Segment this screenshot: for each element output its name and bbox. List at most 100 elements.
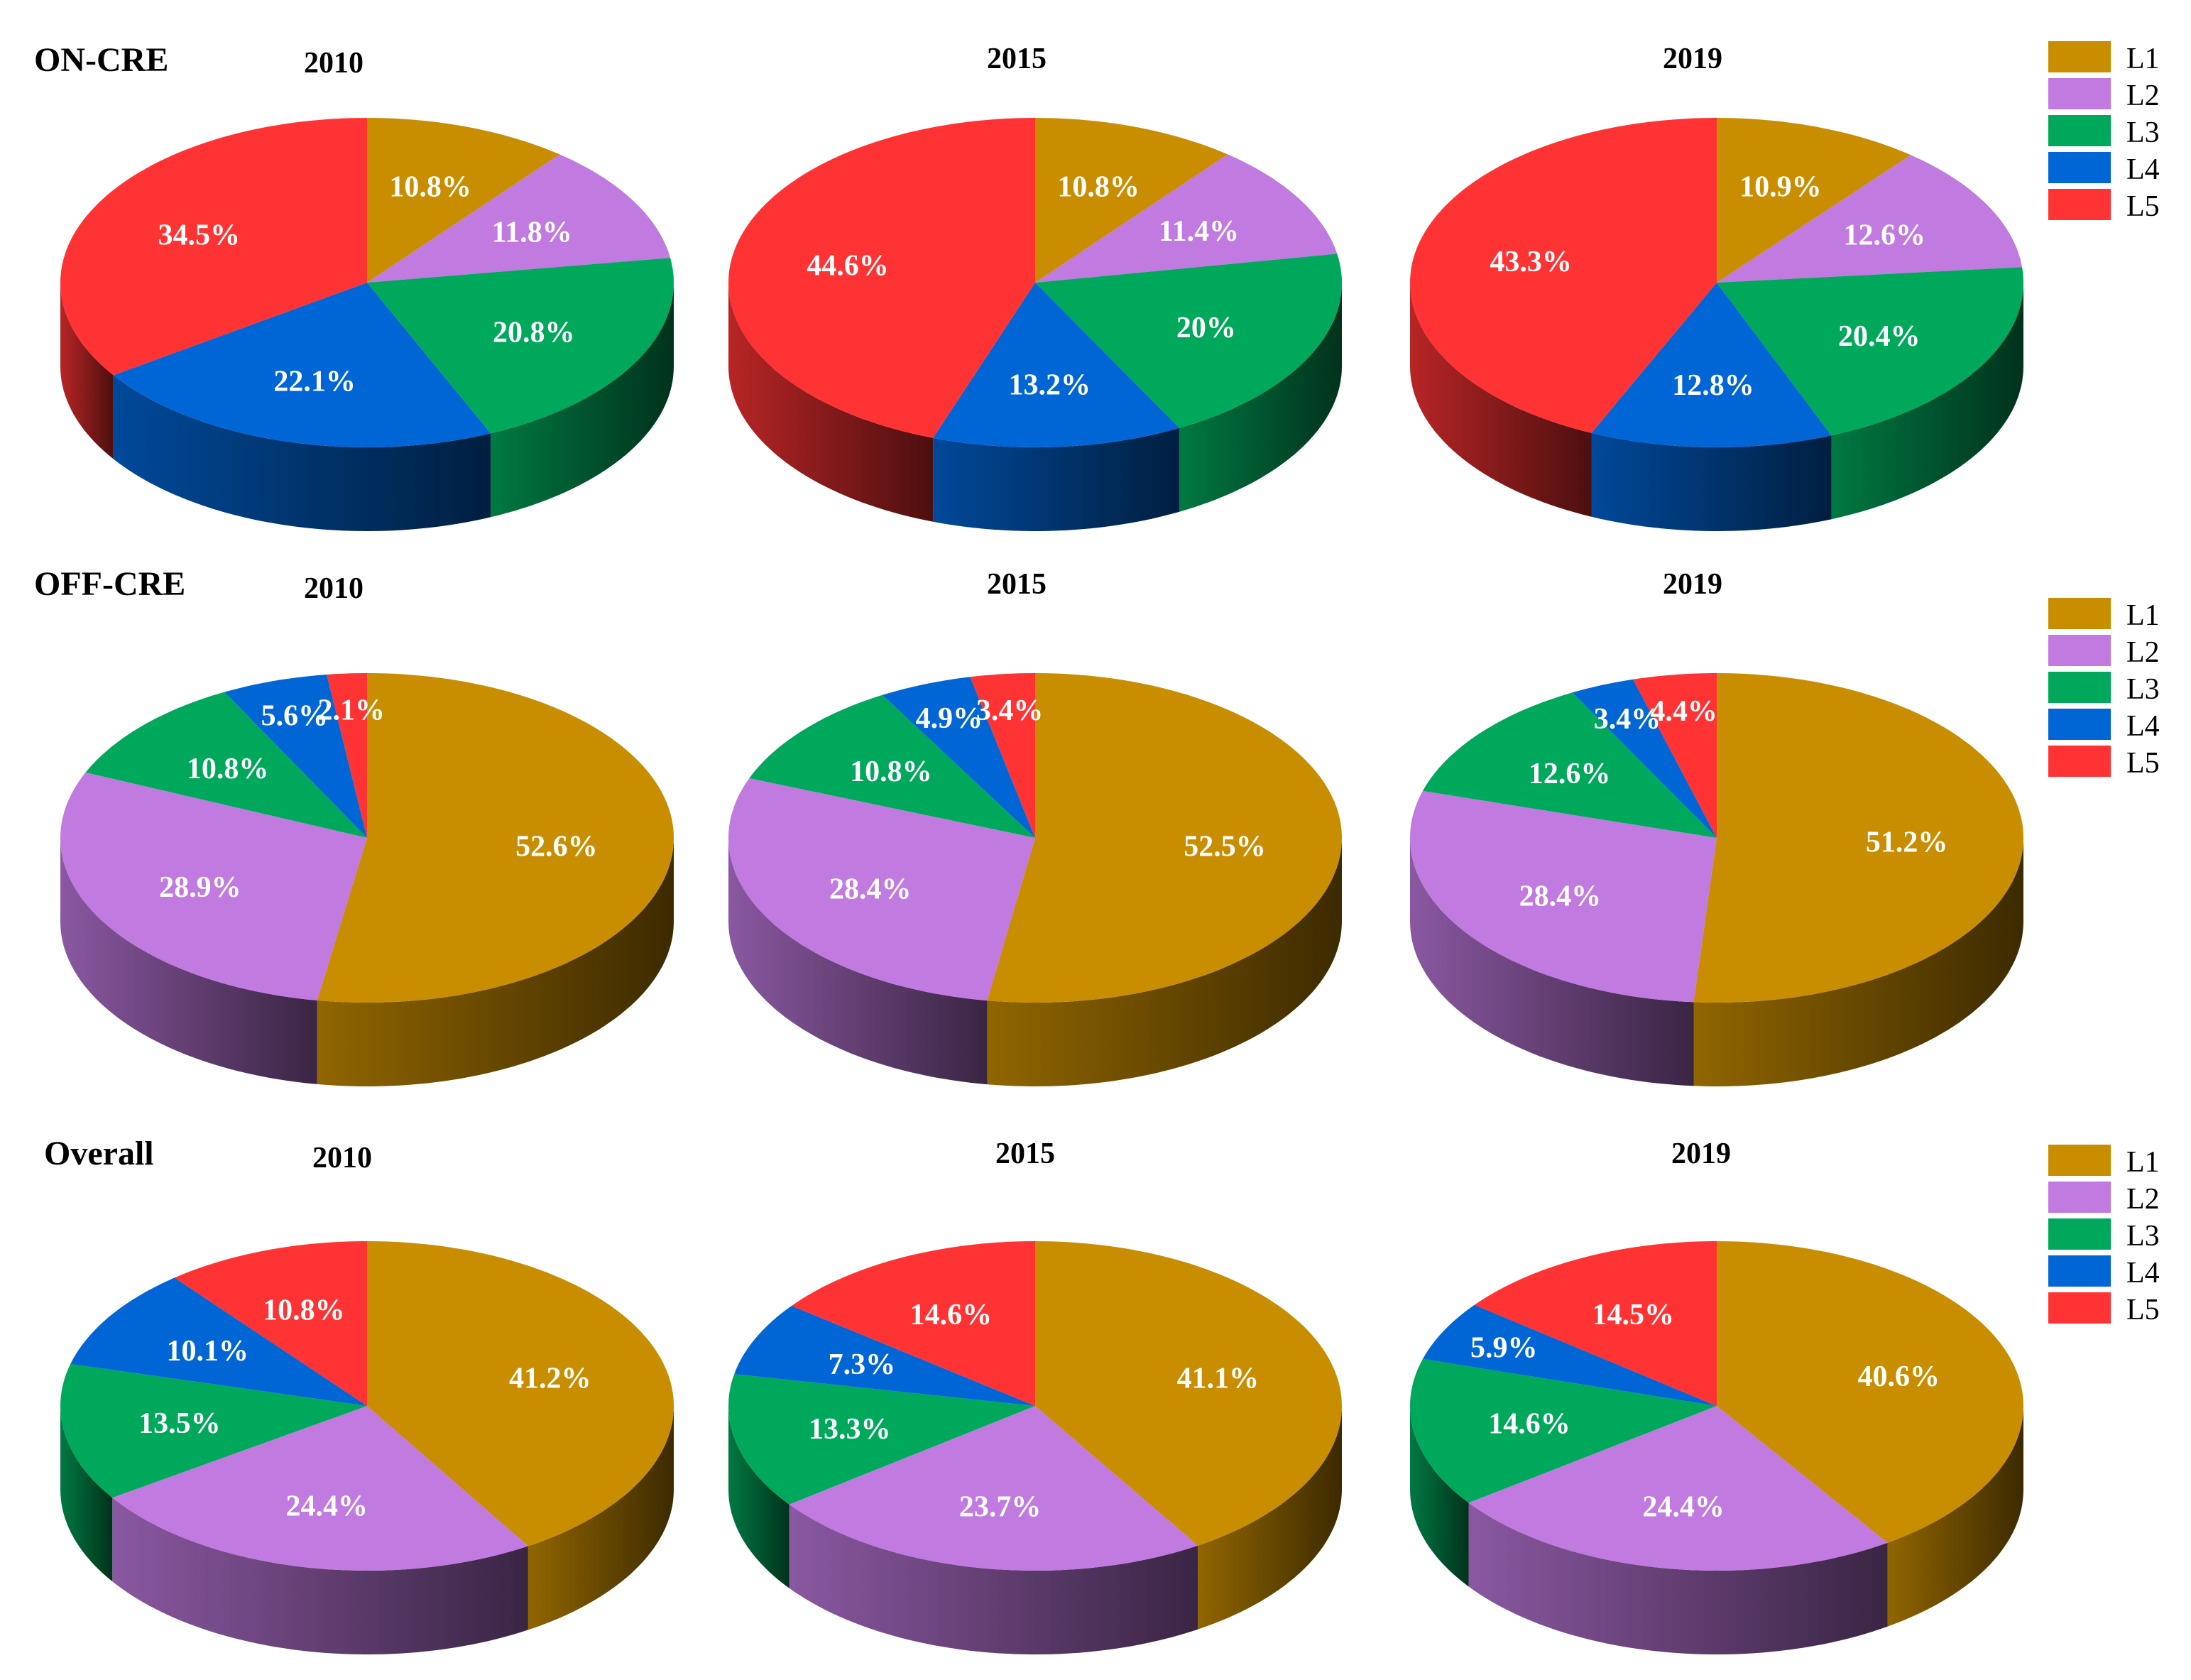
- legend-label-l3: L3: [2126, 1220, 2160, 1253]
- row-title-overall: Overall: [44, 1135, 154, 1172]
- legend-swatch-l3: [2048, 672, 2111, 703]
- pie-slice-l5: [60, 118, 367, 376]
- year-label-overall-2015: 2015: [995, 1138, 1055, 1170]
- pie-side-l4: [1591, 432, 1832, 531]
- slice-value-label-l4: 4.9%: [916, 702, 983, 735]
- slice-value-label-l3: 14.6%: [1488, 1407, 1570, 1440]
- pie-off-cre-2019: 51.2% 28.4% 12.6% 3.4%4.4%: [1410, 673, 2023, 1086]
- legend-label-l5: L5: [2126, 1294, 2160, 1326]
- pie-slice-l4: [933, 283, 1180, 447]
- slice-value-label-l1: 10.9%: [1739, 171, 1822, 204]
- slice-value-label-l2: 24.4%: [285, 1490, 368, 1523]
- pie-slice-l5: [792, 1241, 1035, 1406]
- legend-label-l5: L5: [2126, 747, 2160, 780]
- slice-value-label-l3: 12.6%: [1529, 758, 1611, 790]
- slice-value-label-l4: 5.9%: [1470, 1331, 1538, 1364]
- legend-label-l4: L4: [2126, 153, 2160, 186]
- year-label-off-cre-2019: 2019: [1663, 568, 1722, 601]
- pie-slice-l2: [1717, 155, 2023, 283]
- slice-value-label-l5: 43.3%: [1490, 246, 1572, 278]
- pie-slice-l2: [112, 1406, 528, 1571]
- legend-swatch-l2: [2048, 78, 2111, 109]
- slice-value-label-l1: 10.8%: [1057, 170, 1140, 203]
- pie-slice-l3: [1422, 692, 1717, 838]
- legend-on-cre: L1 L2 L3 L4 L5: [2048, 41, 2160, 223]
- row-title-on-cre: ON-CRE: [34, 41, 168, 79]
- pie-side-l1: [987, 838, 1342, 1086]
- year-label-overall-2010: 2010: [312, 1142, 372, 1174]
- pie-slice-l4: [1591, 283, 1832, 447]
- slice-value-label-l3: 13.3%: [809, 1413, 891, 1446]
- pie-slice-l1: [1717, 118, 1911, 283]
- slice-value-label-l5: 34.5%: [158, 219, 241, 252]
- row-title-off-cre: OFF-CRE: [34, 565, 185, 603]
- pie-slice-l3: [749, 694, 1035, 838]
- legend-label-l4: L4: [2126, 710, 2160, 743]
- pie-slice-l1: [987, 673, 1342, 1003]
- pie-on-cre-2010: 10.8% 11.8% 20.8% 22.1% 34.5%: [60, 118, 674, 531]
- slice-value-label-l2: 11.8%: [492, 216, 572, 249]
- pie-side-l5: [728, 283, 934, 522]
- slice-value-label-l4: 3.4%: [1594, 703, 1661, 736]
- pie-off-cre-2010: 52.6% 28.9% 10.8% 5.6%2.1%: [60, 673, 674, 1086]
- pie-side-l5: [1410, 283, 1592, 517]
- year-label-off-cre-2010: 2010: [304, 572, 364, 605]
- slice-value-label-l3: 13.5%: [138, 1407, 221, 1440]
- pie-slice-l5: [327, 673, 367, 838]
- slice-value-label-l2: 28.4%: [829, 873, 912, 906]
- pie-side-l4: [113, 375, 491, 531]
- legend-swatch-l4: [2048, 1255, 2111, 1287]
- pie-slice-l4: [224, 675, 367, 838]
- pie-side-l3: [1831, 283, 2023, 520]
- pie-slice-l2: [789, 1406, 1198, 1571]
- legend-overall: L1 L2 L3 L4 L5: [2048, 1145, 2160, 1326]
- pie-side-l3: [1179, 283, 1342, 512]
- pie-slice-l2: [1035, 154, 1338, 283]
- pie-slice-l3: [1035, 253, 1342, 428]
- pie-overall-2010: 41.2% 24.4% 13.5% 10.1% 10.8%: [60, 1241, 674, 1654]
- slice-value-label-l2: 28.4%: [1519, 880, 1602, 913]
- pie-slice-l4: [734, 1306, 1035, 1406]
- pie-slice-l3: [1717, 267, 2023, 436]
- pie-slice-l1: [1035, 1241, 1342, 1546]
- slice-value-label-l2: 28.9%: [159, 871, 241, 904]
- year-label-on-cre-2015: 2015: [987, 43, 1047, 75]
- legend-swatch-l4: [2048, 709, 2111, 740]
- pie-slice-l2: [728, 778, 1035, 1001]
- pie-side-l3: [60, 1406, 113, 1582]
- legend-swatch-l1: [2048, 1145, 2111, 1176]
- pie-side-l2: [1468, 1502, 1888, 1654]
- slice-value-label-l2: 23.7%: [959, 1490, 1042, 1523]
- slice-value-label-l3: 20%: [1176, 312, 1236, 344]
- pie-side-l1: [528, 1406, 674, 1630]
- legend-label-l3: L3: [2126, 116, 2160, 149]
- slice-value-label-l4: 5.6%: [261, 700, 329, 733]
- legend-swatch-l2: [2048, 635, 2111, 666]
- slice-value-label-l3: 10.8%: [187, 753, 269, 785]
- slice-value-label-l1: 41.1%: [1177, 1362, 1260, 1395]
- pie-slice-l2: [1468, 1406, 1888, 1571]
- row-overall: Overall 2010 2015 2019 41.2% 24.4% 13.5% 10…: [44, 1135, 2160, 1654]
- pie-side-l3: [728, 1406, 789, 1588]
- pie-slice-l1: [367, 118, 560, 283]
- legend-label-l2: L2: [2126, 636, 2160, 669]
- pie-slice-l4: [113, 283, 491, 447]
- slice-value-label-l1: 40.6%: [1857, 1360, 1940, 1393]
- pie-slice-l4: [882, 677, 1035, 838]
- legend-label-l2: L2: [2126, 80, 2160, 112]
- year-label-off-cre-2015: 2015: [987, 568, 1047, 601]
- pie-side-l1: [1198, 1406, 1342, 1630]
- slice-value-label-l1: 52.5%: [1184, 830, 1266, 863]
- slice-value-label-l1: 41.2%: [509, 1363, 591, 1395]
- legend-label-l3: L3: [2126, 673, 2160, 706]
- pie-side-l1: [1887, 1406, 2023, 1627]
- slice-value-label-l5: 2.1%: [318, 694, 386, 726]
- slice-value-label-l2: 11.4%: [1159, 215, 1239, 248]
- pie-side-l2: [60, 838, 317, 1084]
- legend-label-l1: L1: [2126, 599, 2160, 632]
- legend-label-l5: L5: [2126, 190, 2160, 223]
- pie-slice-l1: [1035, 118, 1228, 283]
- pie-slice-l4: [70, 1277, 368, 1406]
- pie-slice-l3: [1410, 1358, 1717, 1503]
